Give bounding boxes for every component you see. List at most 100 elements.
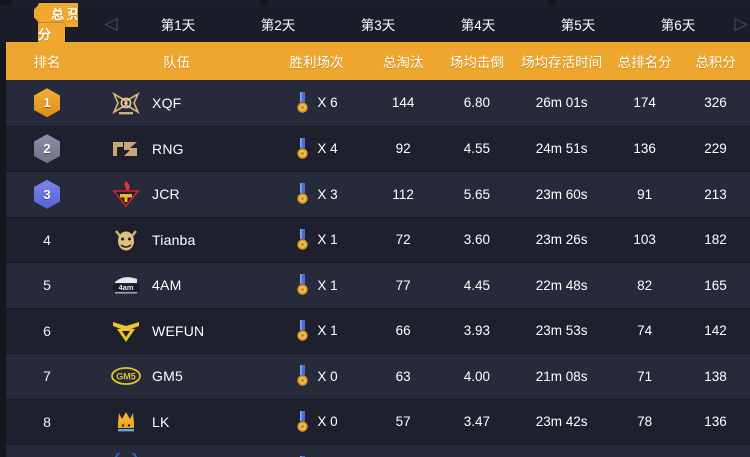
- rank-value: 7: [43, 368, 51, 385]
- team-logo: 4am: [106, 269, 146, 301]
- cell-kills: 112: [392, 186, 414, 202]
- top-panel-right: [556, 0, 750, 5]
- team-name: LK: [152, 413, 170, 430]
- cell-wins: X 1: [265, 228, 368, 251]
- table-row[interactable]: 4 Tianba X 1 72 3.60 23m 26s 103 182: [6, 216, 750, 262]
- team-logo-lk: [118, 411, 135, 432]
- cell-rank: 5: [6, 277, 88, 293]
- svg-text:GM5: GM5: [116, 372, 136, 382]
- wins-value: X 0: [317, 414, 338, 430]
- team-logo-wefun: [113, 321, 140, 342]
- wins-value: X 6: [317, 95, 338, 111]
- medal-icon: [297, 365, 309, 386]
- cell-kills: 57: [395, 414, 411, 430]
- table-row[interactable]: 2 RNG X 4 92 4.55 24m 51s 136 229: [6, 125, 750, 171]
- cell-knockdowns: 3.47: [463, 414, 490, 430]
- team-logo-gm5: GM5: [111, 367, 141, 386]
- cell-wins: X 0: [265, 365, 368, 387]
- cell-rank: 6: [6, 323, 88, 339]
- cell-survival: 23m 26s: [535, 232, 588, 248]
- cell-survival: 23m 42s: [535, 414, 588, 430]
- cell-team: RNG: [88, 133, 265, 165]
- tab-day-3[interactable]: 第3天: [360, 17, 396, 33]
- cell-wins: X 3: [265, 183, 368, 205]
- rank-value: 8: [43, 413, 51, 430]
- cell-survival: 23m 53s: [535, 323, 588, 339]
- chevron-left-icon[interactable]: ◁: [104, 14, 118, 33]
- team-name: XQF: [152, 94, 182, 111]
- cell-rank-points: 74: [637, 323, 653, 339]
- team-name: JCR: [152, 186, 180, 203]
- table-row[interactable]: 7 GM5 GM5 X 0 63 4.00 21m 08s 71 138: [6, 353, 750, 399]
- cell-wins: X 6: [265, 91, 368, 114]
- cell-knockdowns: 5.65: [463, 186, 490, 202]
- cell-total: 165: [704, 277, 727, 293]
- team-logo: [106, 178, 146, 210]
- table-row[interactable]: 8 LK X 0 57 3.47 23m 42s 78 136: [6, 398, 750, 444]
- table-row[interactable]: 5 4am 4AM X 1 77 4.45 22m 48s 82 165: [6, 262, 750, 308]
- tab-total-score[interactable]: 总积分: [38, 2, 79, 47]
- team-logo: [106, 87, 146, 119]
- rank-value: 5: [43, 277, 51, 294]
- cell-rank: 2: [6, 134, 88, 164]
- wins-value: X 4: [317, 141, 338, 157]
- rank-value: 4: [43, 231, 51, 248]
- cell-team: JCR: [88, 178, 265, 210]
- team-name: 4AM: [152, 277, 182, 294]
- table-header-row: 排名 队伍 胜利场次 总淘汰 场均击倒 场均存活时间 总排名分 总积分: [6, 42, 750, 80]
- cell-kills: 77: [395, 277, 411, 293]
- cell-knockdowns: 4.45: [463, 277, 490, 293]
- table-row[interactable]: 3 JCR X 3 112 5.65 23m 60s 91 213: [6, 171, 750, 217]
- rank-badge: 2: [34, 134, 61, 164]
- cell-wins: X 1: [265, 319, 368, 342]
- wins-value: X 1: [317, 323, 338, 339]
- cell-rank-points: 103: [633, 232, 656, 248]
- chevron-right-icon[interactable]: ▷: [734, 14, 748, 33]
- team-logo: [106, 451, 146, 457]
- rank-value: 6: [43, 322, 51, 339]
- cell-total: 326: [704, 95, 727, 111]
- cell-kills: 66: [395, 323, 411, 339]
- cell-knockdowns: 3.60: [463, 232, 490, 248]
- tab-day-1[interactable]: 第1天: [160, 17, 196, 33]
- table-row[interactable]: 6 WEFUN X 1 66 3.93 23m 53s 74 142: [6, 307, 750, 353]
- cell-survival: 21m 08s: [535, 368, 588, 384]
- team-logo-jcr: [112, 181, 140, 208]
- cell-kills: 144: [391, 95, 415, 111]
- cell-team: Tianba: [88, 224, 265, 256]
- header-rank: 排名: [33, 55, 61, 70]
- team-name: WEFUN: [152, 322, 205, 339]
- cell-rank: 8: [6, 414, 88, 430]
- header-knockdowns: 场均击倒: [449, 55, 504, 70]
- team-logo: [106, 133, 146, 165]
- tab-day-4[interactable]: 第4天: [460, 17, 496, 33]
- cell-knockdowns: 3.93: [463, 323, 490, 339]
- cell-total: 229: [704, 141, 727, 157]
- cell-total: 142: [704, 323, 727, 339]
- cell-rank-points: 82: [637, 277, 653, 293]
- medal-icon: [297, 228, 309, 250]
- cell-rank: 7: [6, 368, 88, 384]
- cell-team: 4am 4AM: [88, 269, 265, 301]
- cell-wins: X 4: [265, 137, 368, 160]
- cell-team: GM5 GM5: [88, 360, 265, 392]
- tab-day-5[interactable]: 第5天: [560, 17, 596, 33]
- wins-value: X 3: [317, 186, 338, 202]
- cell-total: 136: [704, 414, 727, 430]
- cell-wins: X 0: [265, 410, 368, 433]
- header-survival: 场均存活时间: [521, 55, 603, 70]
- medal-icon: [297, 183, 309, 204]
- rank-badge: 3: [34, 179, 61, 209]
- header-team: 队伍: [163, 55, 191, 70]
- table-row[interactable]: 9LGDX 1503.0723m 21s62118: [6, 444, 750, 457]
- cell-team: WEFUN: [88, 315, 265, 347]
- cell-team: LGD: [88, 451, 265, 457]
- cell-rank: 4: [6, 232, 88, 248]
- medal-icon: [297, 137, 309, 159]
- table-row[interactable]: 1 XQF X 6 144 6.80 26m 01s 174 326: [6, 80, 750, 126]
- cell-rank: 3: [6, 179, 88, 209]
- tab-day-2[interactable]: 第2天: [260, 17, 296, 33]
- tab-day-6[interactable]: 第6天: [660, 17, 696, 33]
- day-tab-list: 第1天 第2天 第3天 第4天 第5天 第6天: [128, 14, 728, 34]
